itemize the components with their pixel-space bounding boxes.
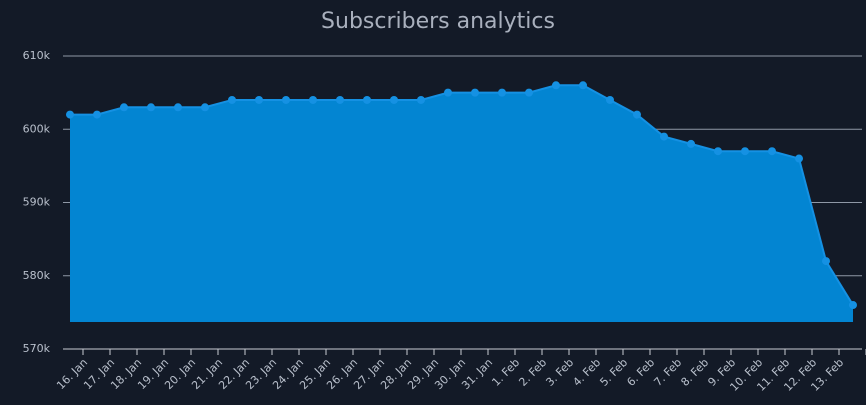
point xyxy=(633,110,641,119)
point xyxy=(66,110,74,119)
x-tick-label: 8. Feb xyxy=(678,356,711,389)
point xyxy=(714,147,722,156)
point xyxy=(525,88,533,97)
point xyxy=(579,81,587,90)
point xyxy=(390,95,398,104)
x-tick-label: 4. Feb xyxy=(570,356,603,389)
chart-title: Subscribers analytics xyxy=(321,9,555,34)
point xyxy=(606,95,614,104)
y-tick-label: 570k xyxy=(23,342,51,355)
x-tick-label: 5. Feb xyxy=(597,356,630,389)
point xyxy=(795,154,803,163)
point xyxy=(687,139,695,148)
point xyxy=(93,110,101,119)
x-tick-label: 2. Feb xyxy=(516,356,549,389)
x-tick-label: 6. Feb xyxy=(624,356,657,389)
area xyxy=(70,85,853,322)
x-tick-label: 31. Jan xyxy=(459,356,495,392)
y-tick-label: 590k xyxy=(23,196,51,209)
point xyxy=(201,103,209,112)
point xyxy=(228,95,236,104)
x-tick-label: 1. Feb xyxy=(489,356,522,389)
x-tick-label: 7. Feb xyxy=(651,356,684,389)
point xyxy=(417,95,425,104)
point xyxy=(768,147,776,156)
point xyxy=(444,88,452,97)
point xyxy=(309,95,317,104)
y-tick-label: 580k xyxy=(23,269,51,282)
line xyxy=(70,84,854,306)
x-tick-label: 3. Feb xyxy=(543,356,576,389)
y-tick-label: 600k xyxy=(23,122,51,135)
point xyxy=(363,95,371,104)
point xyxy=(147,103,155,112)
point xyxy=(255,95,263,104)
y-tick-label: 610k xyxy=(23,49,51,62)
point xyxy=(471,88,479,97)
point xyxy=(741,147,749,156)
point xyxy=(849,301,857,310)
point xyxy=(660,132,668,141)
point xyxy=(174,103,182,112)
point xyxy=(282,95,290,104)
point xyxy=(120,103,128,112)
point xyxy=(336,95,344,104)
point xyxy=(822,257,830,266)
point xyxy=(498,88,506,97)
point xyxy=(552,81,560,90)
